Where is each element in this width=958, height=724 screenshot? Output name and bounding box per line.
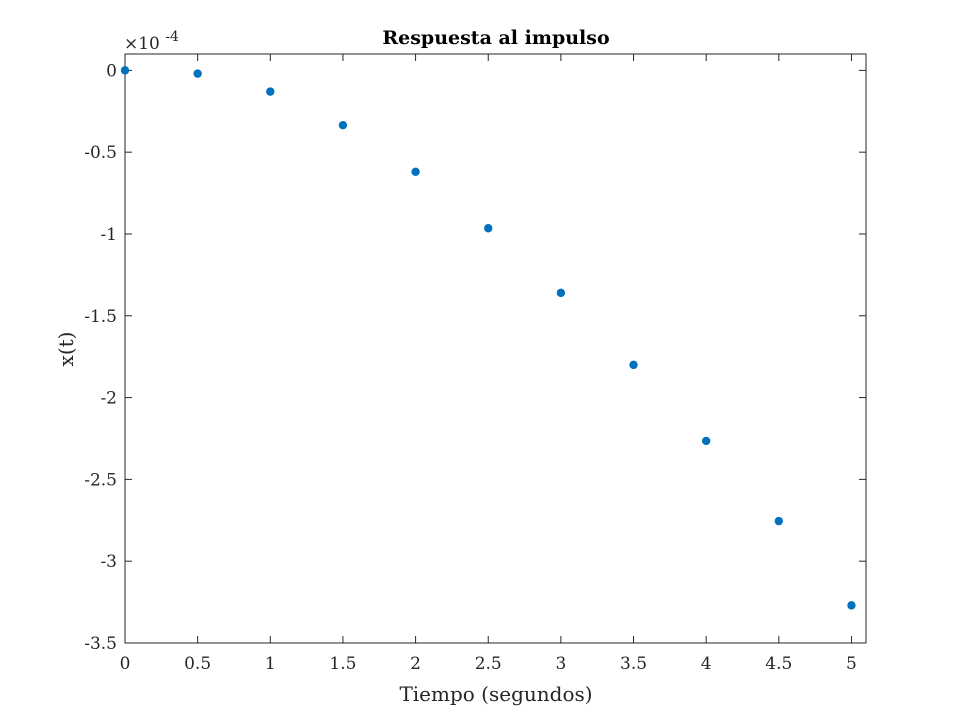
exponent-power: -4 (165, 29, 179, 45)
data-point (847, 601, 856, 610)
y-tick-label: -2 (100, 389, 117, 409)
x-tick-label: 4 (701, 654, 712, 674)
x-tick-label: 1.5 (329, 654, 356, 674)
axes-frame (124, 53, 867, 644)
y-axis-exponent-label: ×10 -4 (124, 29, 179, 54)
chart-title: Respuesta al impulso (382, 27, 609, 49)
x-tick-label: 3.5 (620, 654, 647, 674)
exponent-base: ×10 (124, 34, 160, 54)
data-point (701, 436, 711, 446)
axes-box (124, 53, 867, 644)
y-tick-label: 0 (106, 61, 117, 81)
y-tick-label: -0.5 (84, 143, 117, 163)
x-tick-label: 2.5 (475, 654, 502, 674)
y-axis-label: x(t) (54, 332, 78, 367)
data-point (411, 167, 420, 176)
x-tick-label: 3 (555, 654, 566, 674)
data-point (266, 87, 275, 96)
y-tick-label: -3 (100, 552, 117, 572)
y-tick-label: -1.5 (84, 307, 117, 327)
y-axis: 0 -0.5 -1 -1.5 -2 -2.5 -3 -3.5 (84, 61, 866, 654)
x-tick-label: 0.5 (184, 654, 211, 674)
x-tick-label: 1 (265, 654, 276, 674)
data-point (120, 66, 130, 75)
data-point (629, 360, 638, 370)
data-point (774, 516, 784, 526)
x-tick-label: 0 (120, 654, 131, 674)
data-point (556, 288, 566, 298)
x-axis-label: Tiempo (segundos) (399, 682, 592, 706)
x-tick-label: 5 (846, 654, 857, 674)
y-tick-label: -1 (100, 225, 117, 245)
y-tick-label: -2.5 (84, 470, 117, 490)
data-point (338, 120, 348, 130)
x-tick-label: 2 (410, 654, 421, 674)
data-point (193, 69, 202, 78)
y-tick-label: -3.5 (84, 634, 117, 654)
data-points (120, 66, 856, 610)
x-tick-label: 4.5 (765, 654, 792, 674)
data-point (484, 224, 493, 233)
x-axis: 0 0.5 1 1.5 2 2.5 3 3.5 4 4.5 5 (120, 54, 857, 674)
